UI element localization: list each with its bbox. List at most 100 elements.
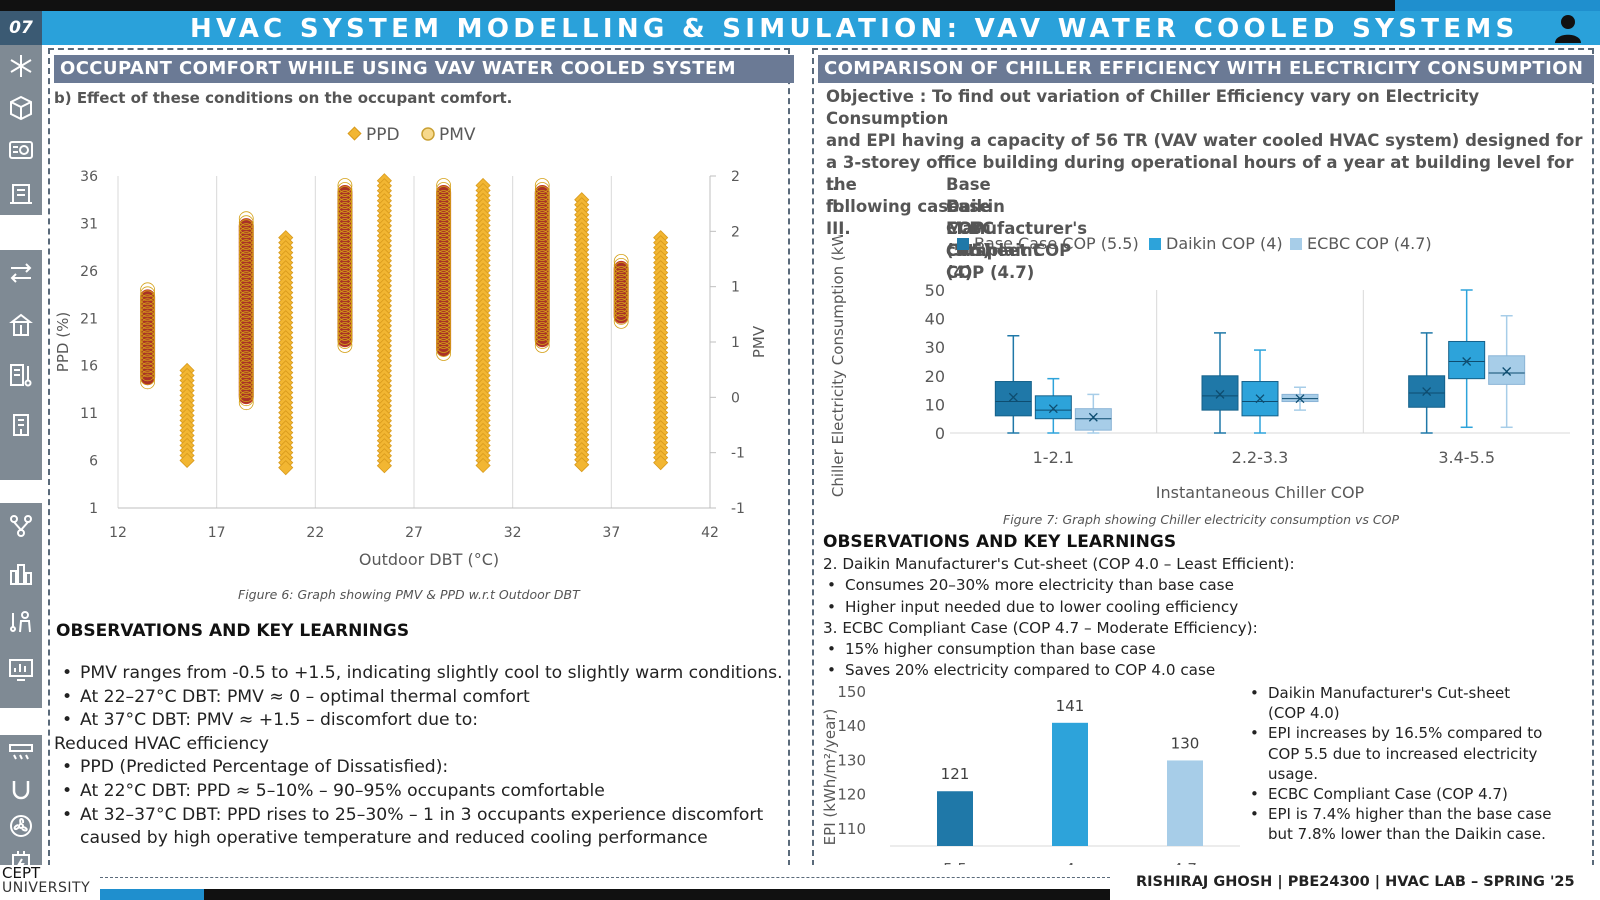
pmv-point — [140, 326, 155, 342]
ppd-point — [278, 460, 294, 476]
pmv-point — [238, 359, 254, 375]
pmv-point — [534, 246, 550, 261]
pmv-point — [337, 254, 353, 269]
case-row: I. Base Case COP (5.5) — [826, 174, 991, 260]
pmv-point — [238, 231, 254, 247]
y2-tick-label: -1 — [731, 446, 745, 462]
pmv-point — [238, 295, 254, 311]
pmv-point — [436, 186, 452, 201]
pmv-point — [613, 297, 629, 313]
air-vent-icon[interactable] — [8, 741, 34, 767]
x-tick-label: 12 — [109, 525, 127, 541]
bottom-blue-strip — [100, 889, 204, 900]
pmv-point — [534, 310, 550, 325]
pmv-point — [140, 310, 155, 326]
epi-note-6: ECBC Compliant Case (COP 4.7) — [1246, 784, 1551, 804]
pmv-point — [436, 342, 452, 357]
box-x-axis-title: Instantaneous Chiller COP — [1156, 483, 1365, 502]
pmv-point — [337, 294, 353, 309]
chiller-box-chart: Base Case COP (5.5) Daikin COP (4) ECBC CO… — [829, 235, 1570, 502]
page-number: 07 — [0, 11, 42, 45]
pmv-point — [613, 309, 629, 325]
pmv-point — [337, 338, 353, 353]
pmv-point — [140, 342, 155, 358]
snowflake-icon[interactable] — [8, 53, 34, 79]
pmv-point — [534, 274, 550, 289]
pmv-point — [238, 223, 254, 239]
building-cube-icon[interactable] — [8, 95, 34, 121]
magnet-icon[interactable] — [8, 777, 34, 803]
pmv-point — [613, 301, 629, 317]
epi-y-axis-title: EPI (kWh/m²/year) — [821, 709, 839, 846]
pmv-point — [238, 263, 254, 279]
pmv-point — [436, 254, 452, 269]
pmv-point — [337, 250, 353, 265]
pmv-point — [534, 206, 550, 221]
pmv-point — [238, 211, 254, 227]
box-category-label: 3.4-5.5 — [1438, 448, 1495, 467]
building-network-icon[interactable] — [8, 312, 34, 338]
pmv-point — [238, 351, 254, 367]
network-nodes-icon[interactable] — [8, 513, 34, 539]
pmv-point — [140, 354, 155, 370]
pmv-point — [534, 282, 550, 297]
pmv-point — [436, 214, 452, 229]
pmv-point — [613, 305, 629, 321]
user-icon[interactable] — [1552, 12, 1584, 44]
pmv-point — [238, 323, 254, 339]
left-observation-5: PPD (Predicted Percentage of Dissatisfie… — [58, 756, 783, 780]
sidebar — [0, 45, 42, 895]
pmv-point — [238, 363, 254, 379]
pmv-point — [337, 302, 353, 317]
box-mean-marker — [1088, 412, 1098, 422]
pmv-point — [238, 391, 254, 407]
dashboard-chart-icon[interactable] — [8, 657, 34, 683]
pmv-point — [436, 274, 452, 289]
y-tick-label: 26 — [80, 264, 98, 280]
y-tick-label: 11 — [80, 406, 98, 422]
pmv-point — [238, 279, 254, 295]
x-axis-title: Outdoor DBT (°C) — [359, 550, 499, 569]
fan-icon[interactable] — [8, 813, 34, 839]
figure-6-caption: Figure 6: Graph showing PMV & PPD w.r.t … — [238, 587, 580, 602]
city-skyline-icon[interactable] — [8, 561, 34, 587]
pmv-point — [337, 186, 353, 201]
pmv-point — [337, 230, 353, 245]
tower-building-icon[interactable] — [8, 412, 34, 438]
pmv-point — [238, 367, 254, 383]
box-legend-label: ECBC COP (4.7) — [1307, 235, 1432, 253]
pmv-point — [140, 294, 155, 310]
right-observation-5: 15% higher consumption than base case — [823, 639, 1295, 661]
pmv-point — [534, 194, 550, 209]
epi-note-2: (COP 4.0) — [1268, 704, 1340, 723]
pmv-point — [534, 294, 550, 309]
pmv-point — [436, 294, 452, 309]
hvac-unit-icon[interactable] — [8, 137, 34, 163]
y2-tick-label: 2 — [731, 169, 740, 185]
pmv-point — [436, 302, 452, 317]
pmv-point — [436, 262, 452, 277]
office-building-icon[interactable] — [8, 179, 34, 205]
occupant-comfort-icon[interactable] — [8, 609, 34, 635]
pmv-point — [613, 265, 629, 281]
pmv-point — [613, 261, 629, 277]
pmv-point — [337, 190, 353, 205]
ppd-point — [376, 458, 392, 474]
box-iqr — [1448, 340, 1486, 380]
y2-tick-label: -1 — [731, 501, 745, 517]
airflow-arrows-icon[interactable] — [8, 260, 34, 286]
pmv-point — [534, 190, 550, 205]
pmv-point — [534, 238, 550, 253]
left-observation-7: At 32–37°C DBT: PPD rises to 25–30% – 1 … — [58, 804, 783, 828]
pmv-point — [534, 314, 550, 329]
thermometer-chart-icon[interactable] — [8, 362, 34, 388]
box-y-tick-label: 40 — [925, 310, 945, 329]
left-subheading: b) Effect of these conditions on the occ… — [54, 89, 513, 107]
pmv-point — [238, 227, 254, 243]
pmv-point — [534, 302, 550, 317]
pmv-point — [534, 330, 550, 345]
footer-credit: RISHIRAJ GHOSH | PBE24300 | HVAC LAB – S… — [1136, 874, 1575, 890]
box-category-label: 1-2.1 — [1033, 448, 1074, 467]
pmv-point — [613, 273, 629, 289]
sidebar-group-3 — [0, 503, 42, 708]
